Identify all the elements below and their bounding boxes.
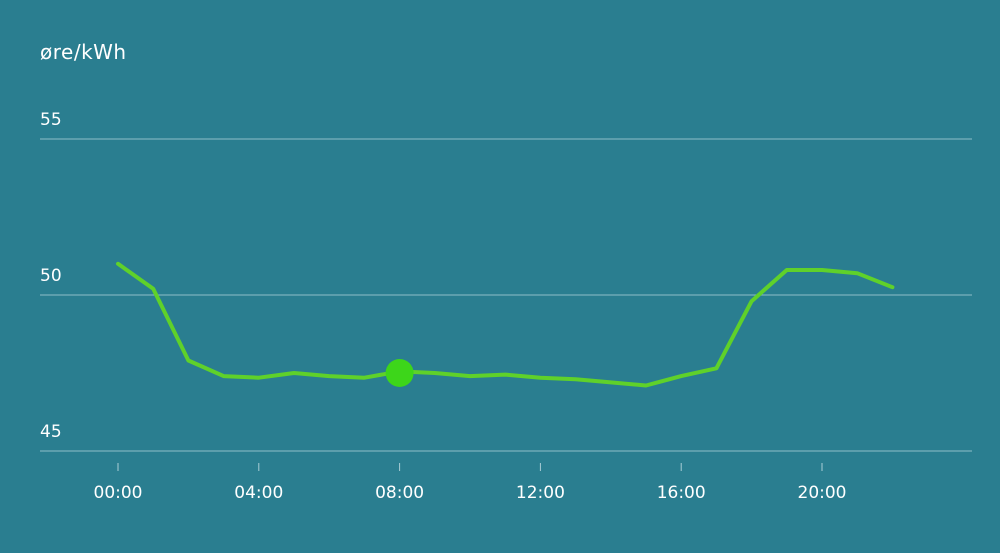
- y-tick-label-45: 45: [40, 422, 62, 442]
- x-tick-label-1: 04:00: [234, 483, 283, 503]
- series-line-0: [116, 261, 895, 388]
- x-tick-label-0: 00:00: [94, 483, 143, 503]
- x-tick-label-4: 16:00: [657, 483, 706, 503]
- highlight-point: [385, 359, 414, 387]
- x-tick-label-2: 08:00: [375, 483, 424, 503]
- x-tick-label-3: 12:00: [516, 483, 565, 503]
- y-tick-label-50: 50: [40, 266, 62, 286]
- x-tick-label-5: 20:00: [798, 483, 847, 503]
- y-tick-label-55: 55: [40, 110, 62, 130]
- y-axis-label: øre/kWh: [40, 40, 127, 64]
